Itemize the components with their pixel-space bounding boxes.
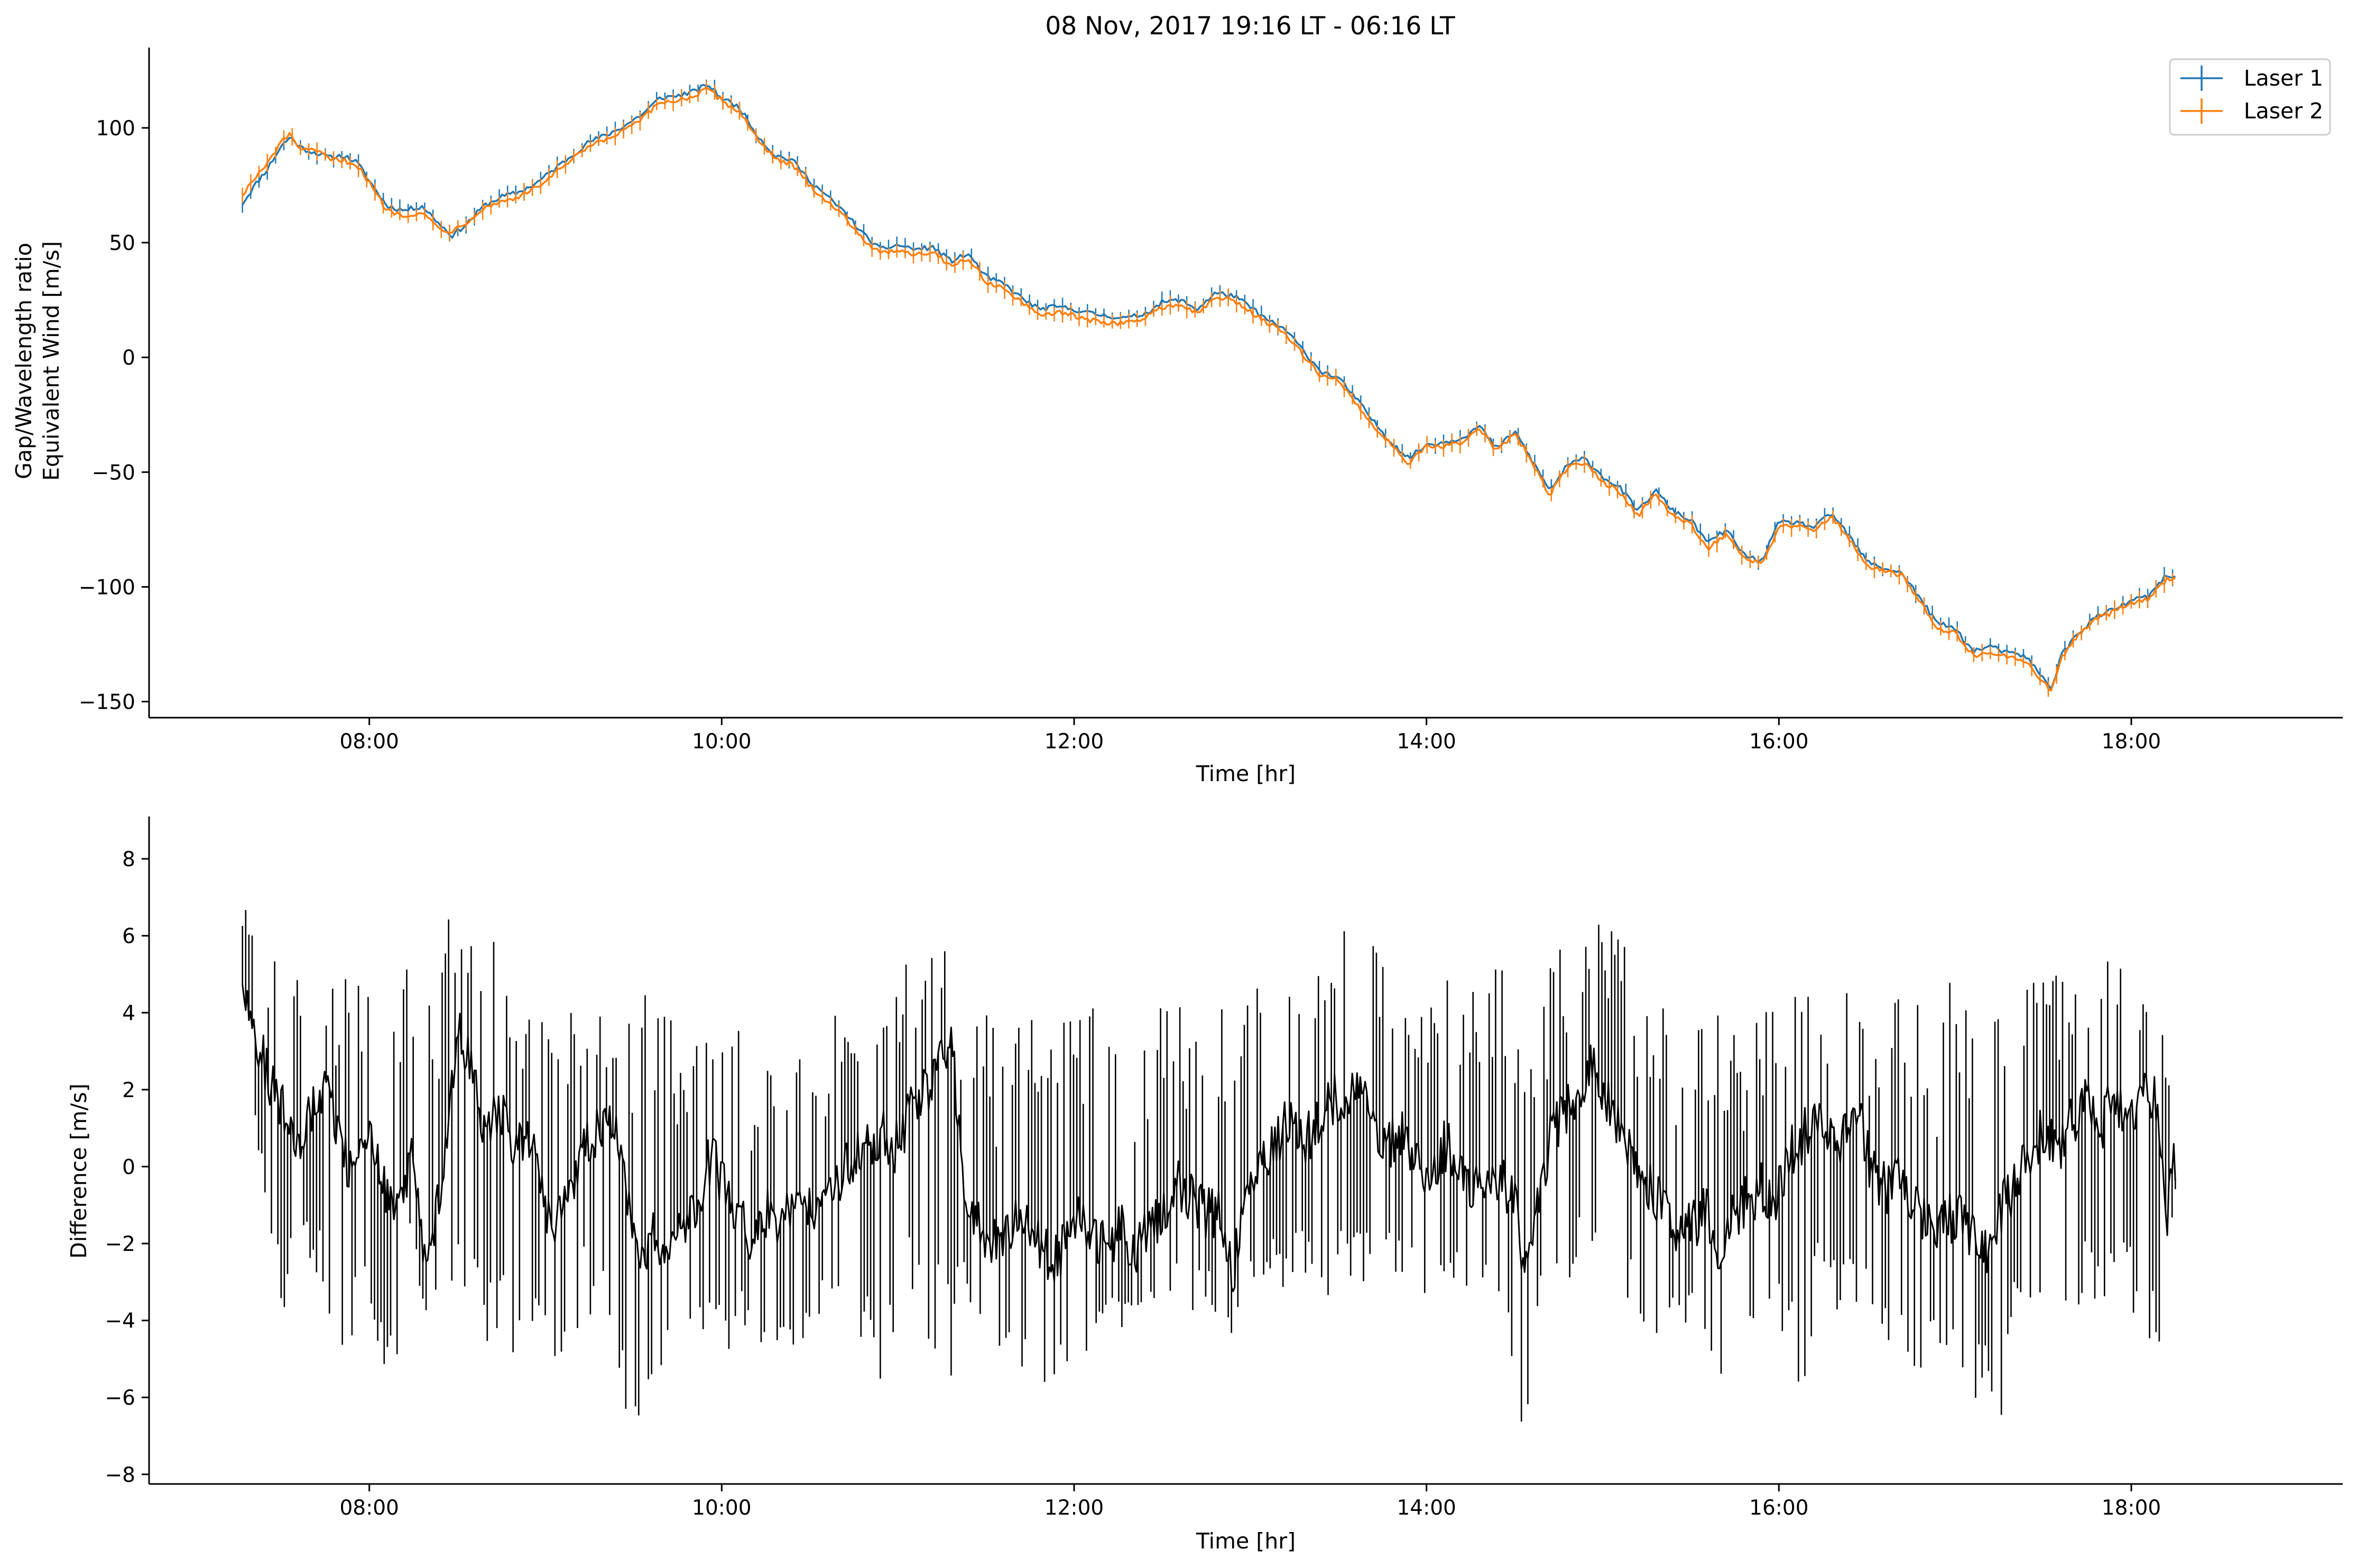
x-tick-label: 10:00 [692, 730, 751, 754]
x-tick-label: 18:00 [2102, 1496, 2161, 1520]
y-tick-label: −6 [105, 1386, 136, 1410]
series-laser-2 [242, 80, 2176, 697]
x-tick-label: 12:00 [1045, 1496, 1104, 1520]
x-tick-label: 16:00 [1749, 1496, 1808, 1520]
series-error-bars [242, 80, 2174, 697]
wind-y-axis-label-line1: Gap/Wavelength ratio [11, 243, 36, 479]
x-tick-label: 14:00 [1397, 1496, 1456, 1520]
wind-y-axis-label-line2: Equivalent Wind [m/s] [39, 241, 64, 481]
y-tick-label: 4 [122, 1001, 135, 1025]
legend-entry-laser-2: Laser 2 [2180, 98, 2323, 124]
difference-line [242, 984, 2176, 1292]
y-tick-label: 8 [122, 848, 135, 871]
difference-error-bars [242, 910, 2176, 1422]
wind-x-axis-label: Time [hr] [1196, 761, 1296, 786]
y-tick-label: −4 [105, 1310, 136, 1333]
series-line [242, 83, 2176, 690]
legend: Laser 1 Laser 2 [2169, 58, 2331, 136]
legend-label-laser-2: Laser 2 [2244, 98, 2324, 124]
y-tick-label: −150 [79, 691, 135, 715]
y-tick-label: −50 [92, 461, 135, 485]
x-tick-label: 14:00 [1397, 730, 1456, 754]
legend-entry-laser-1: Laser 1 [2180, 66, 2323, 91]
x-tick-label: 08:00 [339, 730, 399, 754]
difference-axes [148, 817, 2343, 1485]
wind-ticks: 08:00 10:00 12:00 14:00 16:00 18:00 100 50 0 −50 −… [79, 117, 2161, 754]
difference-series-group [242, 910, 2176, 1422]
difference-panel: 08:00 10:00 12:00 14:00 16:00 18:00 8 6 4 2 0 −2 −4 −… [66, 817, 2343, 1554]
legend-label-laser-1: Laser 1 [2244, 66, 2324, 91]
figure-title: 08 Nov, 2017 19:16 LT - 06:16 LT [1045, 12, 1455, 41]
series-line [242, 86, 2176, 692]
y-tick-label: −2 [105, 1232, 136, 1256]
wind-series-group [242, 79, 2176, 697]
y-tick-label: 6 [122, 925, 135, 949]
y-tick-label: 2 [122, 1079, 135, 1102]
x-tick-label: 18:00 [2102, 730, 2161, 754]
difference-ticks: 08:00 10:00 12:00 14:00 16:00 18:00 8 6 4 2 0 −2 −4 −… [105, 848, 2161, 1520]
wind-axes [148, 48, 2343, 719]
y-tick-label: −100 [79, 576, 135, 599]
x-tick-label: 10:00 [692, 1496, 751, 1520]
difference-y-axis-label: Difference [m/s] [66, 1083, 91, 1259]
x-tick-label: 08:00 [339, 1496, 399, 1520]
y-tick-label: 50 [109, 231, 135, 255]
x-tick-label: 12:00 [1045, 730, 1104, 754]
y-tick-label: 0 [122, 346, 135, 370]
series-difference [242, 910, 2176, 1422]
y-tick-label: −8 [105, 1463, 136, 1487]
wind-panel: 08:00 10:00 12:00 14:00 16:00 18:00 100 50 0 −50 −… [11, 48, 2343, 786]
y-tick-label: 0 [122, 1155, 135, 1179]
y-tick-label: 100 [96, 117, 135, 141]
x-tick-label: 16:00 [1749, 730, 1808, 754]
difference-x-axis-label: Time [hr] [1196, 1528, 1296, 1554]
